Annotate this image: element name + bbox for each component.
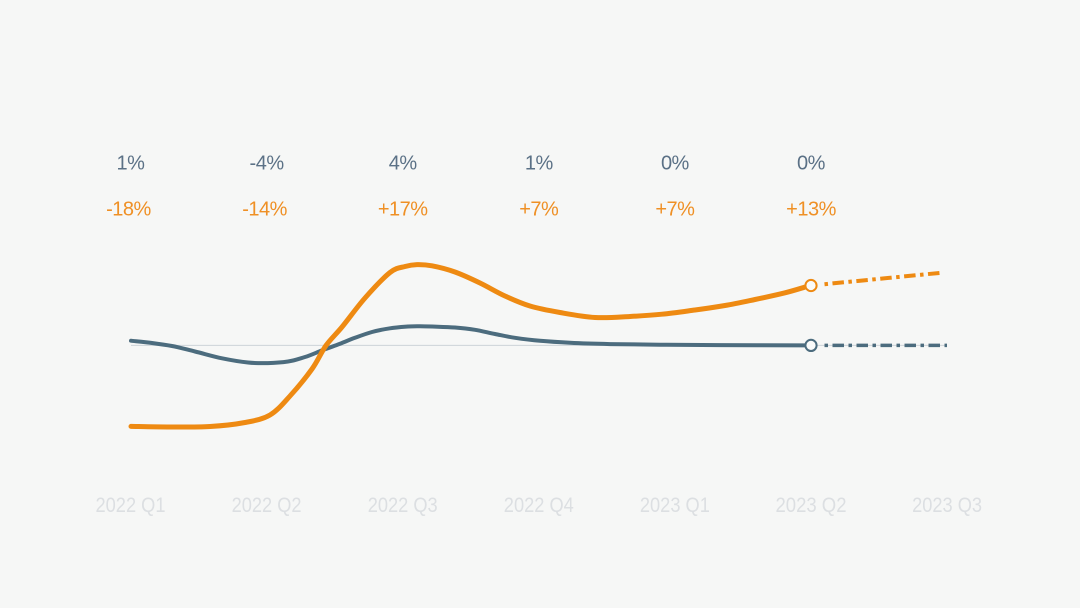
svg-text:1%: 1% [117, 153, 146, 175]
svg-text:0%: 0% [661, 153, 690, 175]
svg-text:2022 Q4: 2022 Q4 [504, 494, 574, 517]
svg-text:2023 Q2: 2023 Q2 [776, 494, 847, 517]
svg-text:+7%: +7% [655, 198, 695, 220]
svg-text:2022 Q1: 2022 Q1 [96, 494, 166, 517]
svg-text:+7%: +7% [519, 198, 559, 220]
svg-text:2022 Q3: 2022 Q3 [368, 494, 438, 517]
svg-text:-18%: -18% [106, 198, 151, 220]
svg-text:2023 Q3: 2023 Q3 [912, 494, 982, 517]
svg-text:0%: 0% [797, 153, 826, 175]
svg-text:2022 Q2: 2022 Q2 [232, 494, 302, 517]
svg-text:-4%: -4% [250, 153, 285, 175]
svg-text:-14%: -14% [242, 198, 287, 220]
svg-text:+13%: +13% [786, 198, 836, 220]
svg-text:2023 Q1: 2023 Q1 [640, 494, 710, 517]
svg-text:4%: 4% [389, 153, 418, 175]
svg-text:+17%: +17% [378, 198, 428, 220]
svg-text:1%: 1% [525, 153, 554, 175]
